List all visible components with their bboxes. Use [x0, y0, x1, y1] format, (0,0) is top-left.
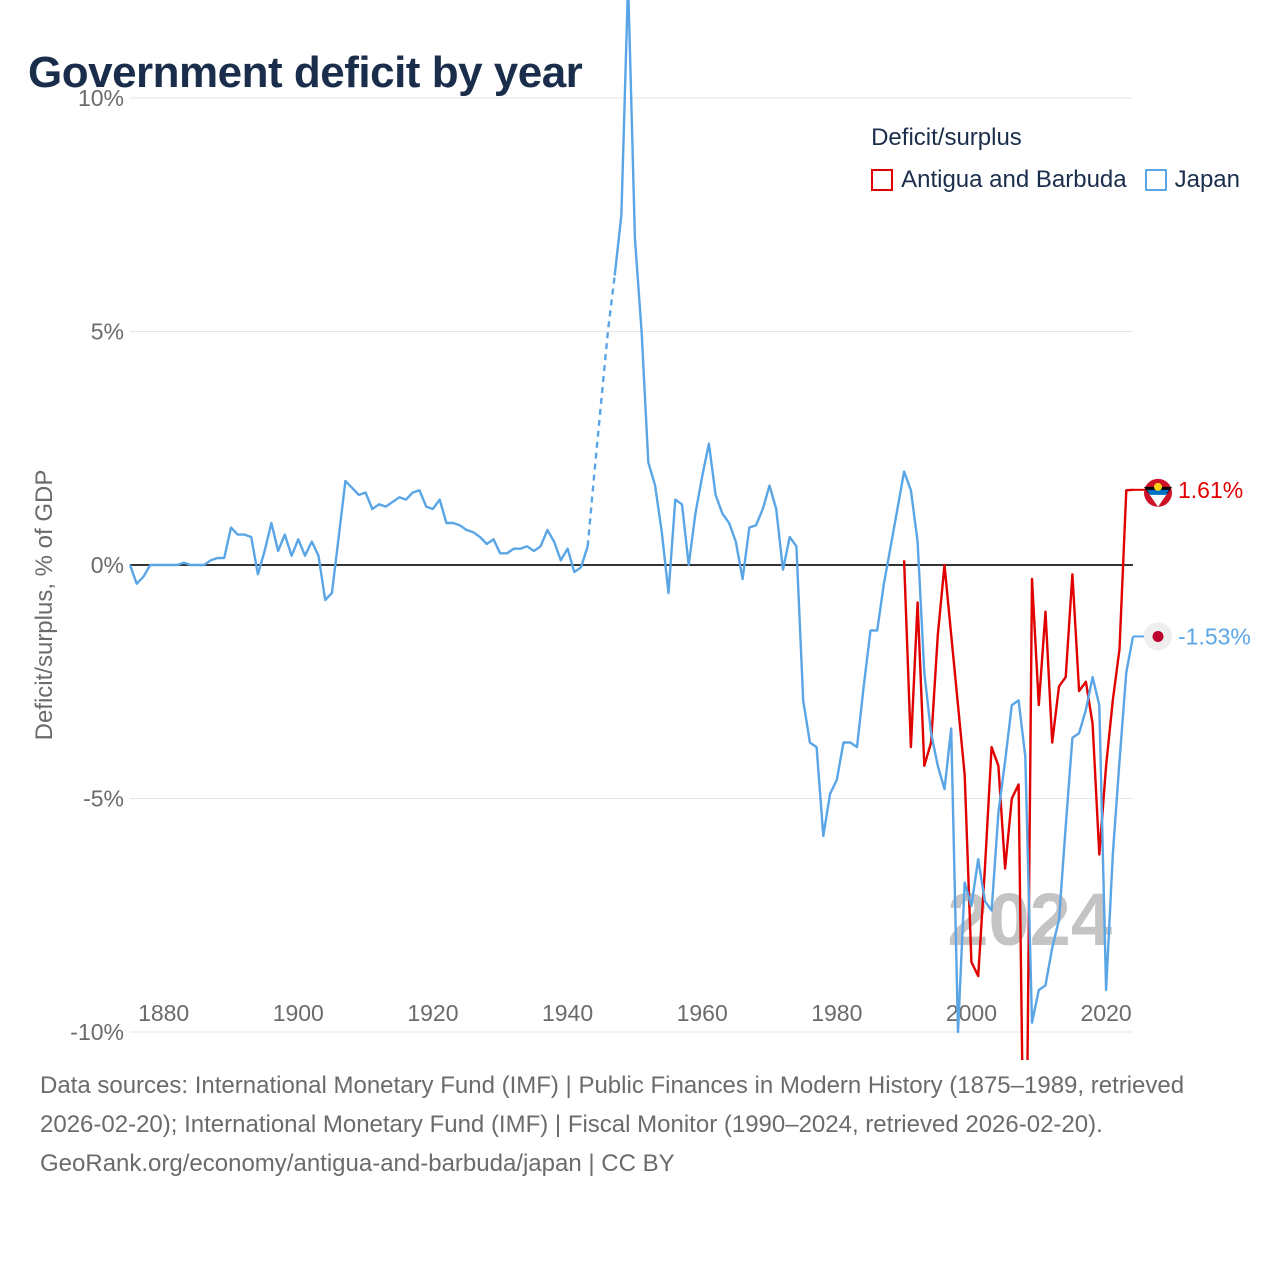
x-tick-label: 1980	[811, 1000, 862, 1026]
legend-item-japan[interactable]: Japan	[1144, 166, 1240, 194]
x-tick-label: 2020	[1080, 1000, 1131, 1026]
x-axis-ticks: 1880 1900 1920 1940 1960 1980 2000 2020	[138, 1000, 1132, 1026]
legend: Deficit/surplus Antigua and Barbuda Japa…	[871, 124, 1240, 194]
x-tick-label: 1900	[273, 1000, 324, 1026]
chart-title: Government deficit by year	[28, 48, 583, 97]
y-tick-label: -10%	[70, 1019, 124, 1045]
y-tick-label: 5%	[91, 319, 124, 345]
series-lines	[128, 0, 1135, 1060]
legend-title: Deficit/surplus	[871, 124, 1022, 151]
y-tick-label: 10%	[78, 85, 124, 111]
gridlines	[130, 97, 1133, 1033]
data-sources: Data sources: International Monetary Fun…	[40, 1072, 1185, 1138]
flag-disc	[1152, 630, 1164, 642]
flag-white	[1149, 493, 1167, 507]
line-chart: 10%5%0%-5%-10%-15% 188019001920194019601…	[31, 0, 1251, 1060]
japan-flag-icon	[1144, 622, 1172, 651]
y-axis-label: Deficit/surplus, % of GDP	[31, 470, 58, 741]
end-label-antigua: 1.61%	[1178, 477, 1243, 503]
y-tick-label: -5%	[83, 786, 124, 812]
x-tick-label: 2000	[946, 1000, 997, 1026]
legend-swatch-antigua	[871, 169, 894, 191]
series-line-japan	[128, 479, 589, 602]
credit-link[interactable]: GeoRank.org/economy/antigua-and-barbuda/…	[40, 1150, 675, 1177]
flag-sun	[1154, 482, 1162, 491]
series-line-antigua	[902, 488, 1134, 1060]
legend-swatch-japan	[1144, 169, 1167, 191]
x-tick-label: 1880	[138, 1000, 189, 1026]
end-markers: 1.61% -1.53%	[1133, 477, 1251, 651]
legend-item-antigua[interactable]: Antigua and Barbuda	[871, 166, 1127, 194]
flag-blue	[1147, 489, 1169, 495]
legend-label-japan: Japan	[1174, 166, 1240, 193]
antigua-flag-icon	[1144, 478, 1172, 507]
x-tick-label: 1920	[407, 1000, 458, 1026]
x-tick-label: 1960	[677, 1000, 728, 1026]
end-label-japan: -1.53%	[1178, 623, 1251, 649]
series-line-japan	[586, 275, 616, 547]
y-axis-ticks: 10%5%0%-5%-10%-15%	[70, 85, 124, 1045]
y-tick-label: 0%	[91, 552, 124, 578]
x-tick-label: 1940	[542, 1000, 593, 1026]
legend-label-antigua: Antigua and Barbuda	[901, 166, 1127, 193]
footer: Data sources: International Monetary Fun…	[40, 1066, 1240, 1183]
series-line-japan	[613, 0, 1135, 1034]
